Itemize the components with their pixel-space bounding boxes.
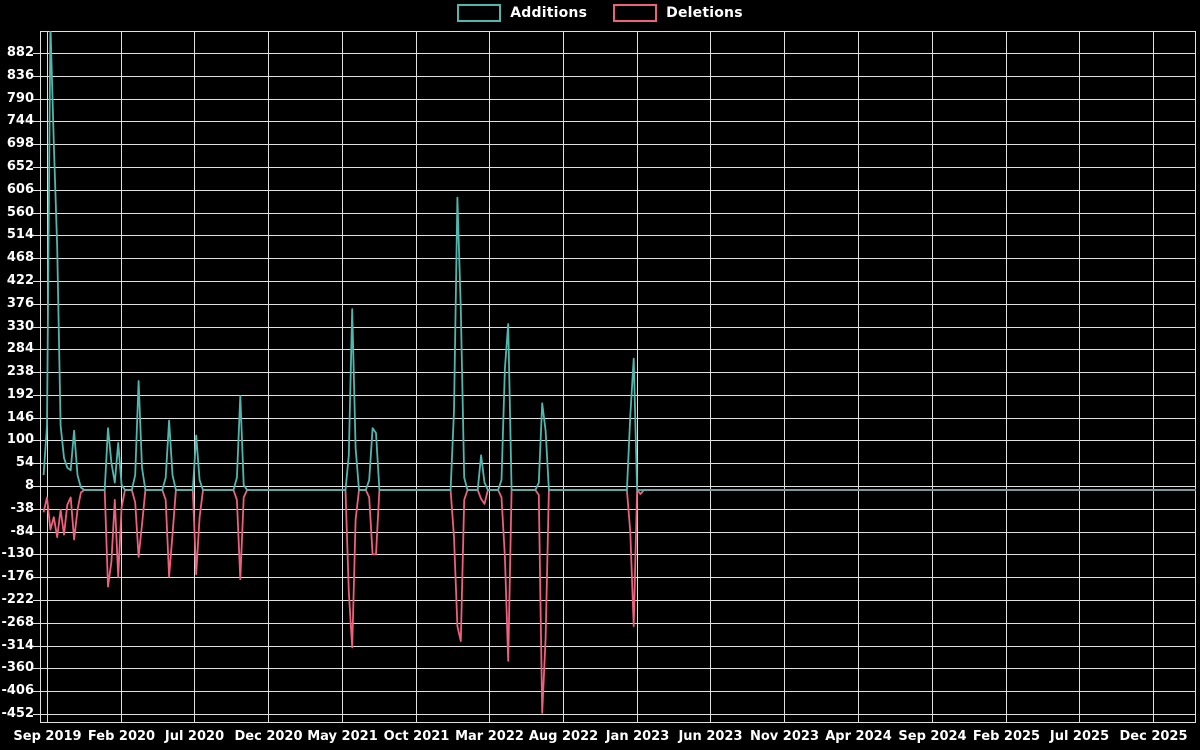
- x-tick-label: Sep 2024: [898, 729, 967, 744]
- x-tick-label: Jul 2025: [1049, 729, 1110, 744]
- y-tick-label: 744: [6, 113, 34, 128]
- x-tick-label: Jun 2023: [678, 729, 743, 744]
- y-tick-label: 560: [6, 205, 34, 220]
- y-tick-label: 790: [6, 91, 34, 106]
- y-tick-label: -406: [1, 683, 34, 698]
- y-tick-label: 606: [6, 182, 34, 197]
- y-tick-label: 376: [6, 296, 34, 311]
- x-tick-label: Dec 2020: [234, 729, 303, 744]
- x-tick-label: Mar 2022: [455, 729, 524, 744]
- x-tick-label: Apr 2024: [825, 729, 892, 744]
- y-tick-label: -314: [1, 638, 34, 653]
- legend-item-deletions[interactable]: Deletions: [613, 4, 743, 22]
- x-tick-label: Jan 2023: [605, 729, 670, 744]
- y-tick-label: 192: [6, 387, 34, 402]
- y-tick-label: -268: [1, 615, 34, 630]
- y-tick-label: -38: [10, 501, 35, 516]
- y-tick-label: -130: [1, 546, 34, 561]
- x-tick-label: Feb 2020: [87, 729, 156, 744]
- y-tick-label: 514: [6, 227, 34, 242]
- y-tick-label: 882: [6, 45, 34, 60]
- y-tick-label: -452: [1, 706, 34, 721]
- y-tick-label: 698: [6, 136, 34, 151]
- x-tick-label: Feb 2025: [972, 729, 1041, 744]
- y-tick-label: 330: [6, 319, 34, 334]
- additions-line: [42, 31, 648, 491]
- y-tick-label: -360: [1, 660, 34, 675]
- y-tick-label: 238: [6, 364, 34, 379]
- x-tick-label: May 2021: [307, 729, 378, 744]
- y-tick-label: 8: [24, 478, 34, 493]
- legend-item-additions[interactable]: Additions: [457, 4, 587, 22]
- legend: Additions Deletions: [0, 4, 1200, 22]
- x-tick-label: Oct 2021: [383, 729, 450, 744]
- additions-legend-label: Additions: [510, 5, 588, 21]
- plot-border: [40, 31, 1196, 723]
- y-tick-label: -176: [1, 569, 34, 584]
- x-tick-label: Dec 2025: [1119, 729, 1188, 744]
- x-tick-label: Jul 2020: [164, 729, 225, 744]
- x-tick-label: Nov 2023: [750, 729, 819, 744]
- y-tick-label: -222: [1, 592, 34, 607]
- y-tick-label: 100: [6, 432, 34, 447]
- deletions-legend-label: Deletions: [666, 5, 743, 21]
- x-tick-label: Aug 2022: [528, 729, 599, 744]
- additions-legend-swatch: [457, 4, 502, 22]
- y-tick-label: 422: [6, 273, 34, 288]
- y-tick-label: 836: [6, 68, 34, 83]
- y-tick-label: 652: [6, 159, 34, 174]
- deletions-legend-swatch: [613, 4, 658, 22]
- y-tick-label: 54: [15, 455, 34, 470]
- y-tick-label: 284: [6, 341, 34, 356]
- y-tick-label: -84: [10, 524, 35, 539]
- x-tick-label: Sep 2019: [13, 729, 82, 744]
- y-tick-label: 146: [6, 410, 34, 425]
- y-tick-label: 468: [6, 250, 34, 265]
